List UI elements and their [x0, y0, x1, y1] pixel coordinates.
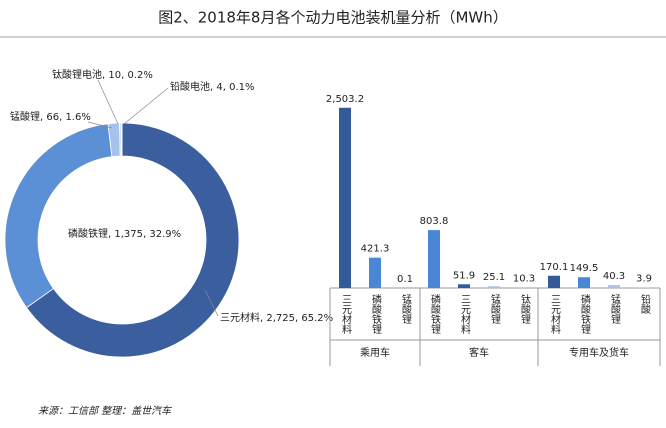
value-label: 803.8: [420, 216, 449, 227]
source-note: 来源：工信部 整理：盖世汽车: [38, 405, 172, 417]
bar: [518, 287, 530, 288]
group-label: 专用车及货车: [569, 346, 629, 359]
category-label: 锰酸锂: [609, 293, 621, 324]
leader-line: [204, 289, 219, 317]
bar: [339, 107, 351, 289]
slice-label: 锰酸锂, 66, 1.6%: [10, 110, 91, 123]
value-label: 149.5: [570, 263, 599, 274]
leader-line: [87, 121, 113, 129]
value-label: 2,503.2: [326, 94, 364, 105]
category-label: 磷酸铁锂: [370, 293, 382, 334]
bar: [369, 257, 381, 288]
value-label: 51.9: [453, 270, 475, 281]
value-label: 10.3: [513, 273, 535, 284]
value-label: 40.3: [603, 271, 625, 282]
bar: [548, 275, 560, 288]
slice-label: 三元材料, 2,725, 65.2%: [220, 311, 333, 324]
value-label: 170.1: [540, 262, 569, 273]
leader-line: [123, 87, 169, 125]
bar: [428, 230, 440, 288]
leader-line: [97, 79, 119, 125]
slice-label: 铅酸电池, 4, 0.1%: [170, 80, 254, 93]
category-label: 锰酸锂: [400, 293, 412, 324]
bar: [458, 284, 470, 288]
group-label: 客车: [469, 346, 489, 359]
chart-title: 图2、2018年8月各个动力电池装机量分析（MWh）: [158, 9, 508, 27]
bar: [488, 286, 500, 288]
value-label: 3.9: [636, 274, 652, 285]
category-label: 三元材料: [340, 294, 352, 335]
category-label: 磷酸铁锂: [579, 293, 591, 334]
category-label: 钛酸锂: [519, 294, 531, 324]
category-label: 磷酸铁锂: [429, 293, 441, 334]
value-label: 0.1: [397, 274, 413, 285]
category-label: 锰酸锂: [489, 293, 501, 324]
donut-slice: [25, 122, 240, 358]
group-label: 乘用车: [360, 346, 390, 359]
category-label: 三元材料: [549, 294, 561, 335]
bar: [608, 285, 620, 288]
value-label: 421.3: [361, 244, 390, 255]
slice-label: 钛酸锂电池, 10, 0.2%: [52, 68, 153, 81]
bar: [578, 277, 590, 288]
donut-slice: [120, 122, 123, 157]
title-rule: [0, 36, 666, 38]
slice-label: 磷酸铁锂, 1,375, 32.9%: [68, 227, 181, 240]
category-label: 铅酸: [639, 293, 651, 315]
category-label: 三元材料: [459, 294, 471, 335]
value-label: 25.1: [483, 272, 505, 283]
